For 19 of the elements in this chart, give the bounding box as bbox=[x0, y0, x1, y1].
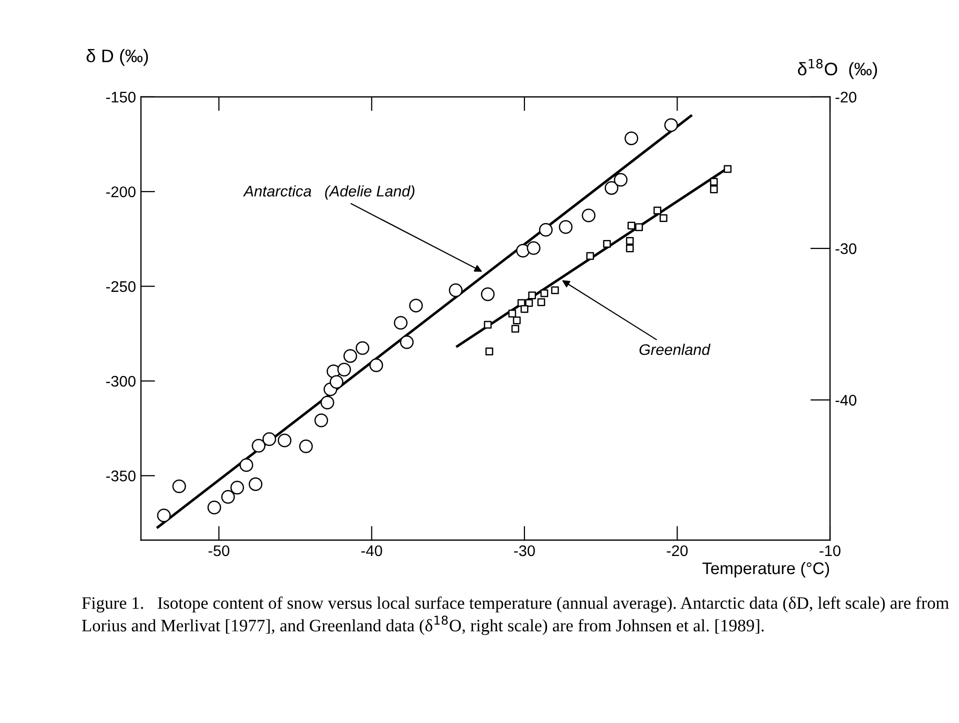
y2-axis-title: δ$^{18}$O (‰) bbox=[798, 58, 878, 79]
y-tick-label: -300 bbox=[106, 376, 136, 387]
x-tick-label: -10 bbox=[820, 545, 840, 556]
annotation: Antarctica (Adelie Land) bbox=[243, 185, 414, 200]
x-tick-label: -30 bbox=[514, 545, 535, 556]
y-tick-label: -150 bbox=[106, 92, 136, 103]
caption: Figure 1. Isotope content of snow versus local surface temperature (annual average). Antarctic data (δD, left scale) are from Lorius and Merlivat [1977], and Greenland data (δ$^{18}$O, right scale) are from Johnsen et al. [1989]. bbox=[82, 596, 949, 636]
x-tick-label: -20 bbox=[666, 545, 688, 556]
y-tick-label: -350 bbox=[106, 470, 136, 482]
x-tick-label: -50 bbox=[208, 545, 230, 556]
annotation: Greenland bbox=[640, 344, 711, 356]
y-axis-title: δ D (‰) bbox=[86, 49, 148, 66]
y2-tick-label: -20 bbox=[836, 92, 856, 103]
y-tick-label: -200 bbox=[106, 186, 136, 198]
y2-tick-label: -40 bbox=[836, 394, 856, 406]
y2-tick-label: -30 bbox=[836, 243, 856, 254]
x-axis-title: Temperature (°C) bbox=[702, 562, 829, 578]
x-tick-label: -40 bbox=[361, 545, 382, 556]
y-tick-label: -250 bbox=[106, 281, 136, 292]
